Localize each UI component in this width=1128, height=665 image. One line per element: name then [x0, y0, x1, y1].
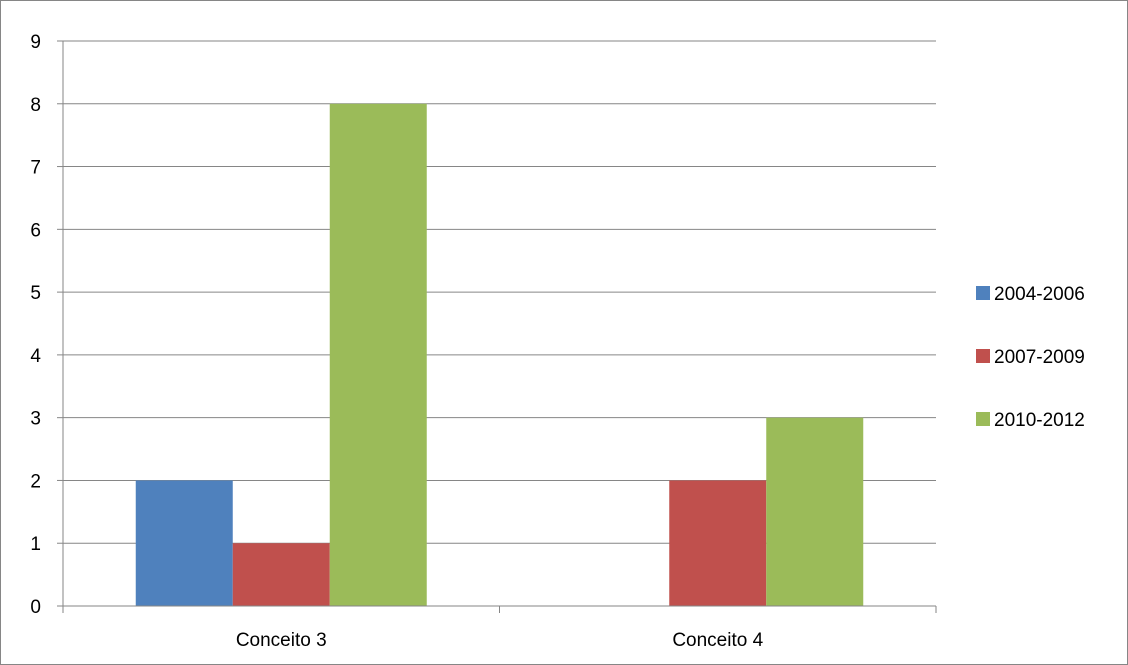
legend-label-2010-2012: 2010-2012 — [994, 410, 1085, 431]
y-tick-label-7: 7 — [30, 158, 41, 179]
x-category-label-1: Conceito 3 — [236, 630, 327, 651]
bar-2004-2006-conceito-3 — [135, 480, 233, 606]
bar-2010-2012-conceito-4 — [766, 417, 864, 606]
legend-swatch-2007-2009 — [976, 349, 990, 363]
y-tick-label-8: 8 — [30, 95, 41, 116]
bar-2007-2009-conceito-4 — [669, 480, 767, 606]
legend-label-2007-2009: 2007-2009 — [994, 347, 1085, 368]
y-tick-label-0: 0 — [30, 597, 41, 618]
legend-swatch-2010-2012 — [976, 412, 990, 426]
legend-label-2004-2006: 2004-2006 — [994, 284, 1085, 305]
y-tick-label-3: 3 — [30, 409, 41, 430]
y-tick-label-6: 6 — [30, 220, 41, 241]
y-tick-labels: 0 1 2 3 4 5 6 7 8 9 — [30, 32, 41, 618]
legend: 2004-2006 2007-2009 2010-2012 — [976, 284, 1085, 431]
x-category-label-2: Conceito 4 — [672, 630, 763, 651]
bars — [135, 103, 864, 607]
legend-swatch-2004-2006 — [976, 286, 990, 300]
y-tick-label-4: 4 — [30, 346, 41, 367]
y-tick-label-2: 2 — [30, 471, 41, 492]
y-tick-label-9: 9 — [30, 32, 41, 53]
axes — [57, 40, 937, 613]
bar-2007-2009-conceito-3 — [232, 543, 330, 606]
bar-2010-2012-conceito-3 — [329, 103, 427, 607]
x-category-labels: Conceito 3 Conceito 4 — [236, 630, 764, 651]
y-tick-label-1: 1 — [30, 534, 41, 555]
y-tick-label-5: 5 — [30, 283, 41, 304]
